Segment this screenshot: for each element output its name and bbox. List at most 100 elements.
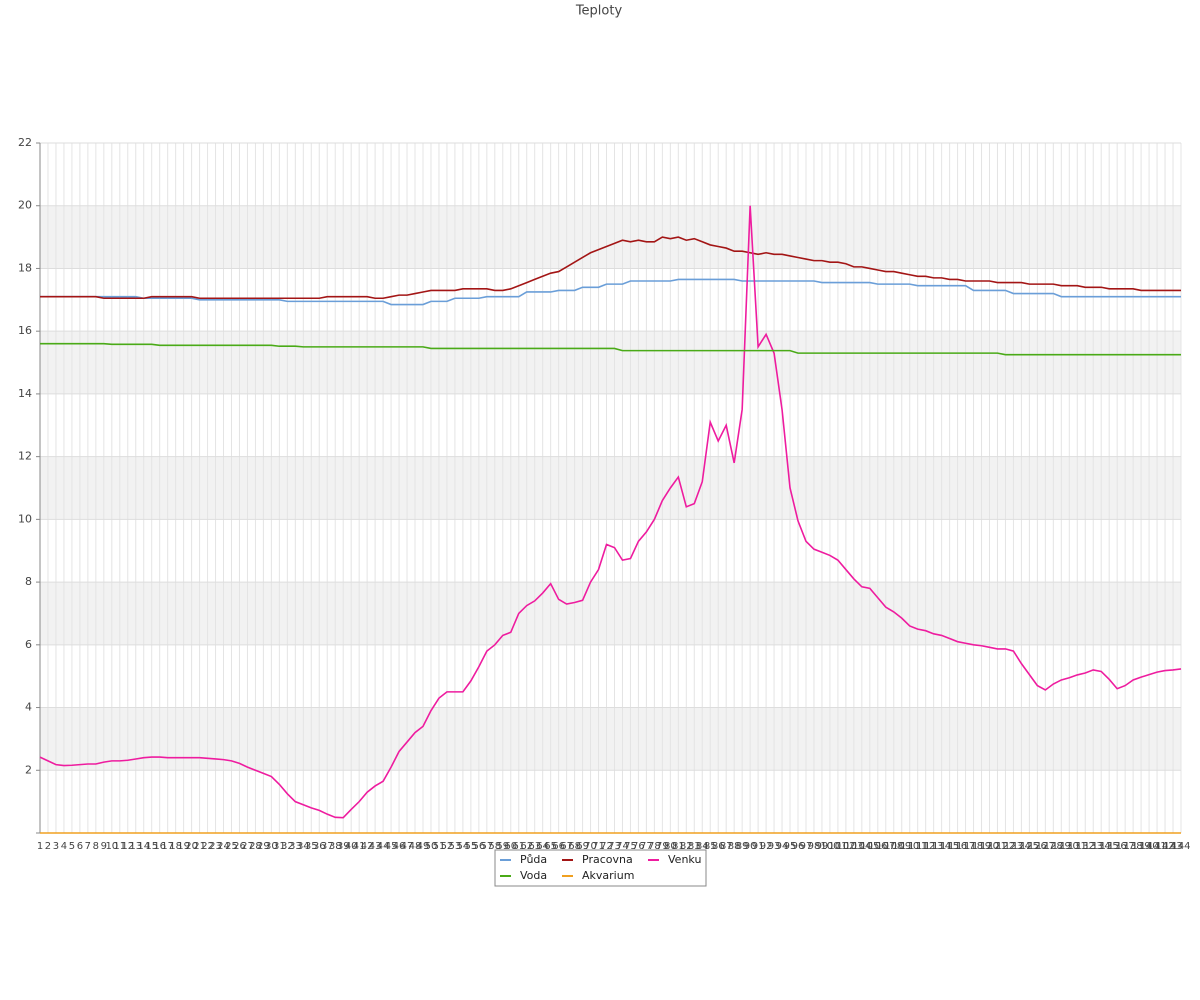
x-tick-label: 36: [313, 841, 326, 852]
y-tick-label: 14: [18, 387, 32, 400]
x-tick-label: 35: [305, 841, 318, 852]
x-tick-label: 66: [552, 841, 565, 852]
x-tick-label: 116: [948, 841, 967, 852]
x-tick-label: 143: [1163, 841, 1182, 852]
x-tick-label: 25: [225, 841, 238, 852]
x-tick-label: 53: [449, 841, 462, 852]
x-tick-label: 131: [1068, 841, 1087, 852]
x-tick-label: 140: [1140, 841, 1159, 852]
x-tick-label: 56: [472, 841, 485, 852]
x-tick-label: 88: [728, 841, 741, 852]
x-tick-label: 39: [337, 841, 350, 852]
x-tick-label: 79: [656, 841, 669, 852]
x-tick-label: 90: [744, 841, 757, 852]
x-tick-label: 3: [53, 841, 59, 852]
x-tick-label: 4: [61, 841, 67, 852]
x-tick-label: 63: [528, 841, 541, 852]
x-tick-label: 67: [560, 841, 573, 852]
x-tick-label: 83: [688, 841, 701, 852]
grid-band: [40, 331, 1181, 394]
x-tick-label: 139: [1132, 841, 1151, 852]
grid-band: [40, 582, 1181, 645]
x-tick-label: 60: [504, 841, 517, 852]
x-tick-label: 110: [900, 841, 919, 852]
x-tick-label: 21: [193, 841, 206, 852]
x-tick-label: 130: [1060, 841, 1079, 852]
x-tick-label: 108: [884, 841, 903, 852]
x-tick-label: 99: [816, 841, 829, 852]
x-tick-label: 101: [828, 841, 847, 852]
x-tick-label: 107: [876, 841, 895, 852]
grid-band: [40, 707, 1181, 771]
x-tick-label: 113: [924, 841, 943, 852]
x-tick-label: 65: [544, 841, 557, 852]
x-tick-label: 127: [1036, 841, 1055, 852]
x-tick-label: 31: [273, 841, 286, 852]
x-tick-label: 81: [672, 841, 685, 852]
x-tick-label: 43: [369, 841, 382, 852]
x-tick-label: 57: [480, 841, 493, 852]
x-tick-label: 74: [616, 841, 629, 852]
y-tick-label: 4: [25, 701, 32, 714]
x-tick-label: 87: [720, 841, 733, 852]
x-tick-label: 24: [217, 841, 230, 852]
legend: Půda Pracovna Venku Voda Akvarium: [494, 849, 707, 887]
legend-label: Voda: [520, 869, 547, 882]
x-tick-label: 118: [964, 841, 983, 852]
x-tick-label: 28: [249, 841, 262, 852]
chart-title: Teploty: [575, 4, 623, 19]
x-tick-label: 120: [980, 841, 999, 852]
x-tick-label: 138: [1124, 841, 1143, 852]
x-tick-label: 2: [45, 841, 51, 852]
x-tick-label: 102: [836, 841, 855, 852]
legend-box: [494, 849, 707, 887]
x-tick-label: 111: [908, 841, 927, 852]
x-tick-label: 71: [592, 841, 605, 852]
x-tick-label: 29: [257, 841, 270, 852]
x-tick-label: 18: [169, 841, 182, 852]
x-tick-label: 64: [536, 841, 549, 852]
series-line: [40, 278, 1181, 306]
x-tick-label: 10: [105, 841, 118, 852]
x-tick-label: 73: [608, 841, 621, 852]
y-tick-label: 8: [25, 575, 32, 588]
x-tick-label: 123: [1004, 841, 1023, 852]
x-tick-label: 112: [916, 841, 935, 852]
x-tick-label: 26: [233, 841, 246, 852]
x-tick-label: 115: [940, 841, 959, 852]
x-tick-label: 144: [1171, 841, 1190, 852]
x-tick-label: 70: [584, 841, 597, 852]
x-tick-label: 48: [409, 841, 422, 852]
x-tick-label: 119: [972, 841, 991, 852]
x-tick-label: 38: [329, 841, 342, 852]
x-tick-label: 49: [417, 841, 430, 852]
x-tick-label: 97: [800, 841, 813, 852]
x-tick-label: 20: [185, 841, 198, 852]
x-tick-label: 47: [401, 841, 414, 852]
x-tick-label: 30: [265, 841, 278, 852]
x-tick-label: 17: [161, 841, 174, 852]
x-tick-label: 98: [808, 841, 821, 852]
x-tick-label: 85: [704, 841, 717, 852]
x-tick-label: 42: [361, 841, 374, 852]
x-tick-label: 54: [457, 841, 470, 852]
x-tick-label: 95: [784, 841, 797, 852]
x-tick-label: 89: [736, 841, 749, 852]
x-tick-label: 62: [520, 841, 533, 852]
y-tick-label: 2: [25, 763, 32, 776]
x-tick-label: 126: [1028, 841, 1047, 852]
x-tick-label: 50: [425, 841, 438, 852]
x-tick-label: 93: [768, 841, 781, 852]
x-tick-label: 92: [760, 841, 773, 852]
x-tick-label: 137: [1116, 841, 1135, 852]
x-tick-label: 86: [712, 841, 725, 852]
x-tick-label: 82: [680, 841, 693, 852]
x-tick-label: 94: [776, 841, 789, 852]
y-tick-label: 12: [18, 450, 32, 463]
grid-band: [40, 456, 1181, 520]
x-tick-label: 9: [101, 841, 107, 852]
x-tick-label: 84: [696, 841, 709, 852]
x-tick-label: 96: [792, 841, 805, 852]
series-line: [40, 342, 1181, 356]
